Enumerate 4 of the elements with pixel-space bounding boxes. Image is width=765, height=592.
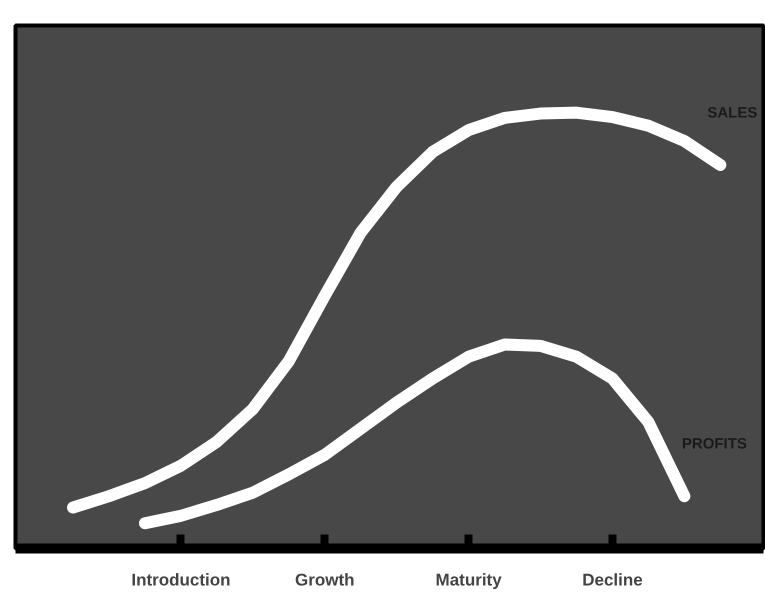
x-tick-label: Growth bbox=[295, 570, 355, 590]
x-tick-label: Introduction bbox=[131, 570, 231, 590]
x-tick-label: Decline bbox=[582, 570, 643, 590]
x-tick-label: Maturity bbox=[436, 570, 502, 590]
